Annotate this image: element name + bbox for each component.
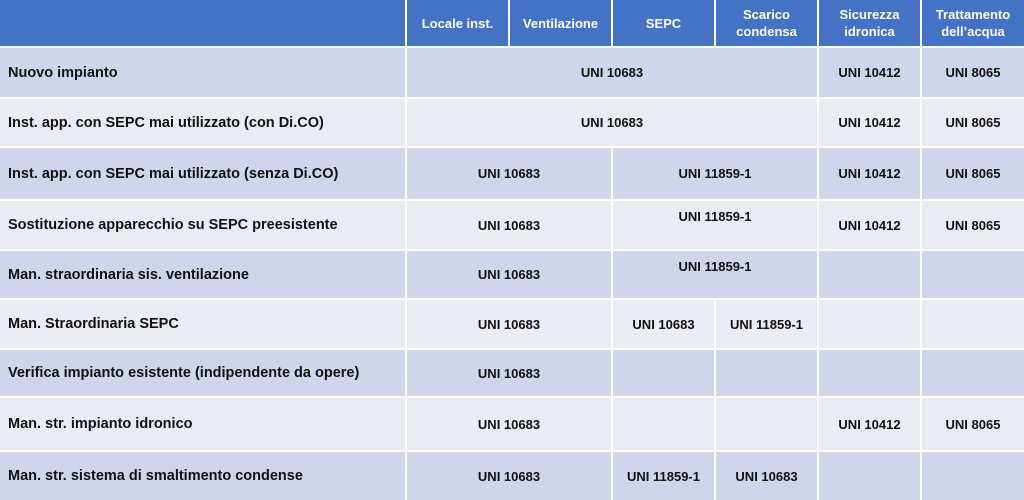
table-cell xyxy=(716,350,817,396)
header-trattamento-acqua: Trattamento dell’acqua xyxy=(922,0,1024,46)
row-label: Inst. app. con SEPC mai utilizzato (senz… xyxy=(0,148,405,199)
table-cell: UNI 11859-1 xyxy=(613,201,817,249)
table-cell: UNI 10683 xyxy=(407,48,817,97)
table-cell: UNI 8065 xyxy=(922,48,1024,97)
table-cell xyxy=(819,251,920,298)
table-cell: UNI 8065 xyxy=(922,148,1024,199)
row-label: Sostituzione apparecchio su SEPC preesis… xyxy=(0,201,405,249)
row-label: Inst. app. con SEPC mai utilizzato (con … xyxy=(0,99,405,146)
row-label: Verifica impianto esistente (indipendent… xyxy=(0,350,405,396)
header-scarico-condensa: Scarico condensa xyxy=(716,0,817,46)
table-cell: UNI 11859-1 xyxy=(613,148,817,199)
row-label: Man. straordinaria sis. ventilazione xyxy=(0,251,405,298)
table-cell: UNI 10683 xyxy=(407,300,611,348)
row-label: Man. str. impianto idronico xyxy=(0,398,405,450)
table-cell: UNI 10683 xyxy=(716,452,817,500)
table-cell xyxy=(922,350,1024,396)
table-cell: UNI 10412 xyxy=(819,148,920,199)
header-sicurezza-idronica: Sicurezza idronica xyxy=(819,0,920,46)
table-cell: UNI 10683 xyxy=(407,251,611,298)
table-cell: UNI 10683 xyxy=(407,398,611,450)
header-sepc: SEPC xyxy=(613,0,714,46)
table-cell xyxy=(819,350,920,396)
table-cell: UNI 10412 xyxy=(819,398,920,450)
table-cell: UNI 10683 xyxy=(407,350,611,396)
table-cell: UNI 10683 xyxy=(407,148,611,199)
table-cell: UNI 10683 xyxy=(407,99,817,146)
table-cell: UNI 8065 xyxy=(922,99,1024,146)
table-cell: UNI 10412 xyxy=(819,99,920,146)
table-cell: UNI 10683 xyxy=(407,201,611,249)
table-cell xyxy=(613,398,714,450)
table-cell: UNI 11859-1 xyxy=(613,251,817,298)
table-cell xyxy=(922,300,1024,348)
table-cell xyxy=(819,452,920,500)
table-cell: UNI 11859-1 xyxy=(613,452,714,500)
table-cell xyxy=(922,251,1024,298)
table-cell xyxy=(922,452,1024,500)
row-label: Man. str. sistema di smaltimento condens… xyxy=(0,452,405,500)
header-locale-inst: Locale inst. xyxy=(407,0,508,46)
table-cell: UNI 10683 xyxy=(613,300,714,348)
table-cell: UNI 10412 xyxy=(819,201,920,249)
header-corner xyxy=(0,0,405,46)
table-cell xyxy=(716,398,817,450)
table-cell xyxy=(613,350,714,396)
table-cell: UNI 11859-1 xyxy=(716,300,817,348)
table-cell: UNI 10412 xyxy=(819,48,920,97)
table-cell xyxy=(819,300,920,348)
row-label: Nuovo impianto xyxy=(0,48,405,97)
table-cell: UNI 8065 xyxy=(922,398,1024,450)
row-label: Man. Straordinaria SEPC xyxy=(0,300,405,348)
table-cell: UNI 10683 xyxy=(407,452,611,500)
header-ventilazione: Ventilazione xyxy=(510,0,611,46)
table-cell: UNI 8065 xyxy=(922,201,1024,249)
